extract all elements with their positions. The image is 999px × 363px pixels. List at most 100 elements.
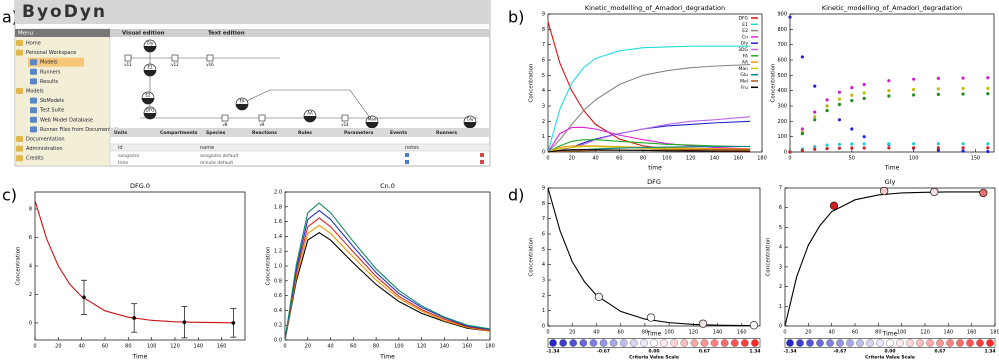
- menu-item[interactable]: Personal Workspace: [26, 50, 76, 56]
- menu-icon: [30, 78, 37, 84]
- y-tick-label: 6: [542, 58, 545, 64]
- table-cell: time: [118, 160, 128, 166]
- figure: a)b)c)d)ByoDynMenuHomePersonal Workspace…: [0, 0, 999, 363]
- reaction-node[interactable]: [222, 115, 228, 121]
- section-tab[interactable]: Rules: [298, 130, 312, 136]
- data-point: [863, 97, 866, 100]
- delete-icon[interactable]: [480, 153, 484, 157]
- data-point: [912, 146, 915, 149]
- menu-item[interactable]: Test Suite: [39, 108, 64, 114]
- table-cell: avogadro default: [200, 153, 239, 159]
- scale-swatch: [886, 339, 893, 346]
- chart-title: Kinetic_modelling_of_Amadori_degradation: [822, 4, 962, 12]
- section-tab[interactable]: Species: [206, 130, 226, 136]
- scale-swatch: [946, 339, 953, 346]
- y-axis-label: Concentration: [266, 246, 272, 285]
- data-point: [801, 132, 804, 135]
- tab[interactable]: Visual edition: [122, 31, 165, 37]
- y-tick-label: 6: [29, 235, 32, 241]
- delete-icon[interactable]: [480, 160, 484, 164]
- data-point: [937, 77, 940, 80]
- menu-item[interactable]: Documentation: [26, 137, 65, 143]
- y-tick-label: 2: [779, 284, 782, 290]
- section-tab[interactable]: Reactions: [252, 130, 277, 136]
- species-label: E2: [145, 93, 151, 98]
- x-tick-label: 60: [852, 330, 858, 336]
- y-tick-label: 400: [777, 88, 787, 94]
- menu-item[interactable]: Results: [40, 79, 58, 85]
- scale-swatch: [986, 339, 993, 346]
- y-tick-label: 0.8: [274, 278, 282, 284]
- species-label: Glu: [467, 117, 474, 122]
- tab[interactable]: Text edition: [208, 31, 245, 37]
- y-tick-label: 1.2: [274, 249, 282, 255]
- menu-item[interactable]: SbModels: [40, 98, 64, 104]
- reaction-node[interactable]: [259, 115, 265, 121]
- menu-item[interactable]: Models: [26, 89, 44, 95]
- scale-swatch: [671, 339, 678, 346]
- y-tick-label: 300: [777, 104, 787, 110]
- scale-tick-label: 0.00: [648, 349, 659, 355]
- section-tab[interactable]: Units: [114, 130, 128, 136]
- scale-swatch: [580, 339, 587, 346]
- x-tick-label: 60: [617, 330, 623, 336]
- legend-label: 3DG: [738, 47, 748, 53]
- x-tick-label: 80: [373, 344, 379, 350]
- menu-item[interactable]: Administration: [26, 146, 63, 152]
- scale-swatch: [681, 339, 688, 346]
- y-tick-label: 800: [777, 27, 787, 33]
- data-point: [850, 94, 853, 97]
- x-tick-label: 100: [394, 344, 404, 350]
- panel-label: d): [508, 186, 524, 205]
- y-tick-label: 600: [777, 58, 787, 64]
- data-point: [887, 89, 890, 92]
- y-tick-label: 9: [542, 186, 545, 192]
- chart-title: Gly: [885, 178, 896, 186]
- x-tick-label: 140: [713, 330, 723, 336]
- edit-icon[interactable]: [405, 160, 409, 164]
- menu-item[interactable]: Runners: [40, 69, 61, 75]
- section-tab[interactable]: Events: [390, 130, 407, 136]
- x-tick-label: 20: [305, 344, 311, 350]
- reaction-node[interactable]: [172, 55, 178, 61]
- evaluation-point: [931, 188, 939, 196]
- data-point: [887, 79, 890, 82]
- y-tick-label: 2: [542, 119, 545, 125]
- legend-label: Gly: [741, 41, 749, 47]
- logo: ByoDyn: [22, 2, 107, 22]
- menu-item[interactable]: Models: [40, 60, 58, 66]
- scale-swatch: [956, 339, 963, 346]
- menu-item[interactable]: Web Model Database: [40, 117, 93, 123]
- legend-label: Fru: [741, 85, 748, 91]
- data-point: [986, 76, 989, 79]
- y-tick-label: 5: [779, 225, 782, 231]
- reaction-node[interactable]: [207, 55, 213, 61]
- reaction-node[interactable]: [125, 55, 131, 61]
- plot-area: [548, 188, 760, 326]
- y-tick-label: 1.8: [274, 204, 282, 210]
- y-tick-label: 1: [779, 304, 782, 310]
- y-axis-label: Concentration: [771, 63, 777, 102]
- reaction-node[interactable]: [342, 115, 348, 121]
- menu-item[interactable]: Credits: [26, 156, 44, 162]
- reaction-label: v9: [260, 122, 265, 127]
- section-tab[interactable]: Parameters: [344, 130, 374, 136]
- y-tick-label: 2.0: [274, 190, 282, 196]
- data-point: [850, 146, 853, 149]
- data-point: [825, 144, 828, 147]
- menu-item[interactable]: Home: [26, 41, 41, 47]
- evaluation-point: [830, 202, 838, 210]
- data-point: [838, 147, 841, 150]
- column-header: name: [200, 145, 214, 151]
- data-point: [937, 93, 940, 96]
- section-tab[interactable]: Compartments: [160, 130, 198, 136]
- y-axis-label: Concentration: [529, 237, 535, 276]
- edit-icon[interactable]: [405, 153, 409, 157]
- data-point: [813, 148, 816, 151]
- x-tick-label: 120: [920, 330, 930, 336]
- scale-swatch: [610, 339, 617, 346]
- panel-label: c): [2, 186, 17, 205]
- section-tab[interactable]: Runners: [436, 130, 457, 136]
- y-tick-label: 0: [784, 150, 787, 156]
- y-tick-label: 8: [29, 207, 32, 213]
